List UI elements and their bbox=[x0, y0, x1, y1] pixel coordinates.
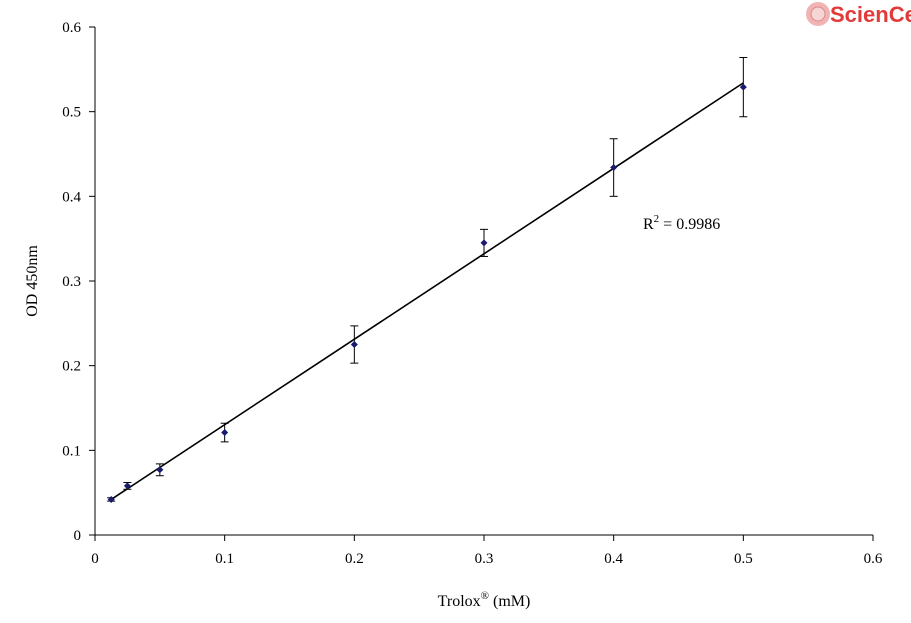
x-tick-label: 0 bbox=[91, 551, 99, 567]
trendline bbox=[110, 82, 744, 501]
y-axis-label: OD 450nm bbox=[24, 245, 41, 317]
data-marks bbox=[107, 56, 748, 503]
x-tick-label: 0.3 bbox=[475, 551, 494, 567]
y-tick-label: 0.5 bbox=[62, 105, 81, 121]
y-tick-label: 0 bbox=[74, 528, 82, 544]
y-tick-label: 0.2 bbox=[62, 359, 81, 375]
x-tick-label: 0.1 bbox=[215, 551, 234, 567]
x-tick-label: 0.2 bbox=[345, 551, 364, 567]
data-point bbox=[221, 429, 229, 437]
data-point bbox=[610, 164, 618, 172]
data-point bbox=[156, 466, 164, 474]
data-point bbox=[739, 83, 747, 91]
data-point bbox=[123, 482, 131, 490]
data-point bbox=[480, 239, 488, 247]
x-tick-label: 0.5 bbox=[734, 551, 753, 567]
x-tick-label: 0.4 bbox=[604, 551, 623, 567]
logo-text: ScienCell bbox=[830, 2, 911, 27]
x-axis-label: Trolox® (mM) bbox=[438, 590, 531, 610]
data-point bbox=[107, 495, 115, 503]
y-tick-label: 0.3 bbox=[62, 274, 81, 290]
sciencell-logo: ScienCell bbox=[806, 2, 911, 27]
data-point bbox=[350, 341, 358, 348]
y-tick-label: 0.1 bbox=[62, 443, 81, 459]
r-squared-annotation: R2 = 0.9986 bbox=[643, 213, 720, 233]
axis-ticks: 0 0.1 0.2 0.3 0.4 0.5 0.6 0 0.1 0.2 0.3 0.4 0.5 0.6 bbox=[62, 20, 883, 567]
y-tick-label: 0.6 bbox=[62, 20, 81, 36]
x-tick-label: 0.6 bbox=[864, 551, 883, 567]
y-tick-label: 0.4 bbox=[62, 189, 81, 205]
